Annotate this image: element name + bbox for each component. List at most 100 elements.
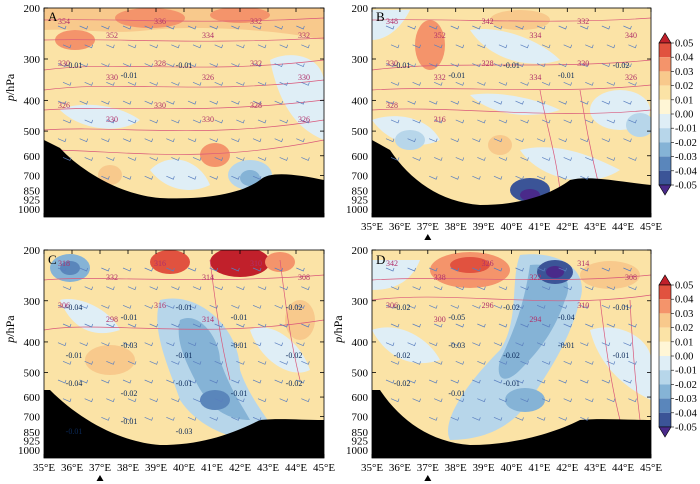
panel-c-wind-barb <box>62 361 72 365</box>
panel-d-wind-barb <box>498 286 508 291</box>
panel-b-wind-barb <box>580 175 589 180</box>
panel-a-wind-barb <box>106 119 115 124</box>
colorbar-segment <box>659 398 671 413</box>
panel-a-wind-barb <box>301 44 310 49</box>
panel-c-wind-barb <box>192 398 202 403</box>
panel-a-wind-barb <box>101 100 110 105</box>
panel-d-anomaly-label: -0.01 <box>613 303 630 312</box>
panel-a-wind-barb <box>274 138 283 143</box>
panel-a-wind-barb <box>171 44 180 49</box>
panel-a-wind-barb <box>171 119 180 124</box>
panel-b-xtick-label: 40°E <box>500 221 522 233</box>
panel-c-wind-barb <box>79 379 88 384</box>
panel-a-ytick-label: 500 <box>24 126 41 138</box>
panel-c-wind-barb <box>149 398 158 403</box>
panel-b-wind-barb <box>385 25 395 30</box>
panel-b-wind-barb <box>520 82 529 86</box>
panel-d-wind-barb <box>585 361 594 365</box>
panel-a-theta-label: 334 <box>202 31 214 40</box>
panel-d-anomaly-label: -0.04 <box>558 313 575 322</box>
panel-d-wind-barb <box>385 342 395 347</box>
panel-c-wind-barb <box>214 323 223 328</box>
panel-b-wind-barb <box>429 25 438 30</box>
panel-c-wind-barb <box>301 323 310 328</box>
panel-d-ytick-label: 925 <box>352 436 369 448</box>
panel-c-wind-barb <box>231 417 240 421</box>
panel-c-theta-label: 310 <box>250 259 262 268</box>
panel-a-wind-barb <box>127 157 137 161</box>
panel-a-wind-barb <box>274 63 283 68</box>
panel-d-ytick-label: 1000 <box>346 445 369 457</box>
panel-b-wind-barb <box>390 82 400 86</box>
panel-c-wind-barb <box>101 267 110 272</box>
panel-d-wind-barb <box>412 361 421 365</box>
panel-d-wind-barb <box>498 398 508 403</box>
panel-c-ytick-label: 300 <box>24 296 41 308</box>
panel-c-wind-barb <box>122 379 132 384</box>
panel-d-wind-barb <box>580 342 589 347</box>
panel-a-theta-label: 328 <box>250 101 262 110</box>
panel-d-xtick-label: 39°E <box>473 462 495 474</box>
panel-c-wind-barb <box>84 361 93 365</box>
panel-c-anomaly-label: -0.02 <box>286 351 303 360</box>
panel-b-wind-barb <box>536 25 546 30</box>
panel-d-wind-barb <box>390 361 400 365</box>
panel-c-wind-barb <box>149 323 158 328</box>
panel-b-wind-barb <box>477 82 486 86</box>
panel-c-xtick-label: 36°E <box>61 462 83 474</box>
panel-b-ytick-label: 700 <box>352 170 369 182</box>
panel-c-theta-label: 314 <box>202 273 214 282</box>
panel-a-wind-barb <box>166 25 175 30</box>
panel-c-anomaly-label: -0.01 <box>231 341 248 350</box>
panel-c-wind-barb <box>149 361 158 365</box>
panel-a-theta-label: 330 <box>106 115 118 124</box>
panel-b-anomaly-label: -0.01 <box>503 61 520 70</box>
panel-d-wind-barb <box>536 417 546 421</box>
colorbar-tick-label: 0.01 <box>675 95 693 106</box>
panel-c-anomaly-label: -0.01 <box>121 313 138 322</box>
panel-b-wind-barb <box>623 100 632 105</box>
panel-c-anomaly-label: -0.02 <box>286 303 303 312</box>
panel-d-wind-barb <box>407 342 416 347</box>
panel-a-wind-barb <box>84 44 93 49</box>
panel-c-wind-barb <box>301 286 310 291</box>
panel-b-wind-barb <box>434 44 443 49</box>
panel-c-wind-barb <box>257 286 267 291</box>
panel-b-wind-barb <box>558 100 567 105</box>
panel-c-anomaly-label: -0.01 <box>121 417 138 426</box>
panel-d-ytick-label: 600 <box>352 392 369 404</box>
colorbar-tick-label: 0.00 <box>675 110 693 121</box>
panel-b-wind-barb <box>493 63 503 68</box>
panel-c-anomaly-label: -0.01 <box>231 389 248 398</box>
panel-d-wind-barb <box>493 305 503 309</box>
panel-d-xtick-label: 36°E <box>389 462 411 474</box>
panel-c-wind-barb <box>231 267 240 272</box>
panel-c-wind-barb <box>279 323 288 328</box>
panel-d-wind-barb <box>558 305 567 309</box>
panel-b-wind-barb <box>472 63 481 68</box>
panel-b-wind-barb <box>412 44 421 49</box>
panel-a-wind-barb <box>127 44 137 49</box>
panel-c-xtick-label: 35°E <box>33 462 55 474</box>
panel-d-wind-barb <box>472 267 481 272</box>
panel-b-wind-barb <box>585 44 594 49</box>
panel-a-wind-barb <box>231 138 240 143</box>
panel-d-wind-barb <box>472 379 481 384</box>
panel-b-wind-barb <box>628 157 637 161</box>
panel-a-wind-barb <box>166 138 175 143</box>
panel-d-theta-label: 322 <box>529 273 541 282</box>
panel-b-anomaly-label: -0.01 <box>448 71 465 80</box>
panel-a-wind-barb <box>252 25 262 30</box>
panel-a-wind-barb <box>62 82 72 86</box>
panel-b-wind-barb <box>580 100 589 105</box>
panel-a-ytick-label: 1000 <box>18 204 41 216</box>
panel-b-wind-barb <box>585 119 594 124</box>
panel-d-anomaly-label: -0.02 <box>503 351 520 360</box>
colorbar-segment <box>659 384 671 399</box>
panel-c-anomaly-label: -0.01 <box>231 313 248 322</box>
panel-d-wind-barb <box>498 361 508 365</box>
panel-b-wind-barb <box>623 25 632 30</box>
panel-a-theta-label: 326 <box>298 115 310 124</box>
panel-b-field <box>372 8 651 217</box>
